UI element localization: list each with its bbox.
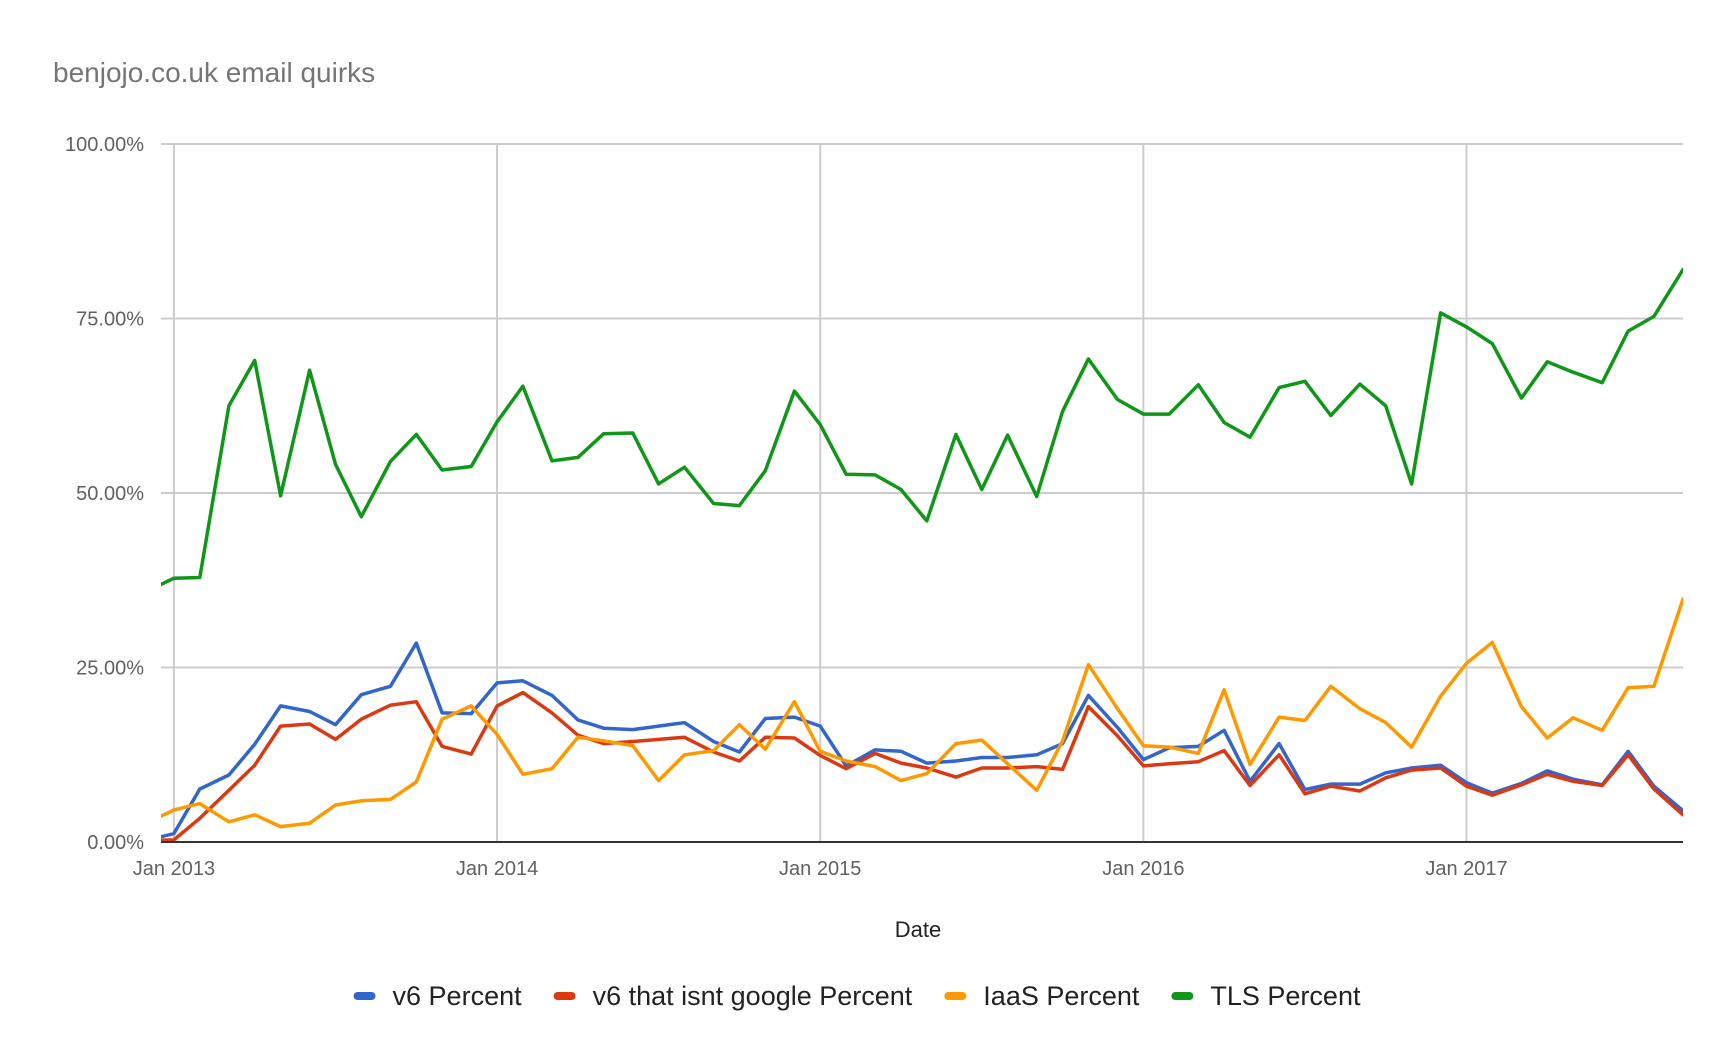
legend-swatch [1171, 992, 1193, 1000]
legend-swatch [554, 992, 576, 1000]
y-tick-label: 25.00% [76, 658, 144, 680]
legend-label: TLS Percent [1210, 981, 1361, 1011]
legend-swatch [944, 992, 966, 1000]
x-tick-label: Jan 2015 [779, 858, 861, 880]
legend-item-v6-that-isnt-google-percent[interactable]: v6 that isnt google Percent [554, 981, 913, 1011]
x-tick-label: Jan 2017 [1425, 858, 1507, 880]
legend-label: v6 that isnt google Percent [593, 981, 913, 1011]
legend-label: IaaS Percent [983, 981, 1140, 1011]
y-tick-label: 75.00% [76, 309, 144, 331]
legend-swatch [354, 992, 376, 1000]
chart-title: benjojo.co.uk email quirks [53, 57, 375, 88]
x-tick-label: Jan 2014 [456, 858, 538, 880]
x-tick-label: Jan 2013 [133, 858, 215, 880]
y-tick-label: 0.00% [87, 832, 144, 854]
y-tick-label: 100.00% [65, 134, 144, 156]
x-tick-label: Jan 2016 [1102, 858, 1184, 880]
legend[interactable]: v6 Percent v6 that isnt google Percent Iaa… [354, 981, 1361, 1011]
y-tick-label: 50.00% [76, 483, 144, 505]
legend-label: v6 Percent [393, 981, 523, 1011]
x-axis-label: Date [895, 917, 941, 942]
